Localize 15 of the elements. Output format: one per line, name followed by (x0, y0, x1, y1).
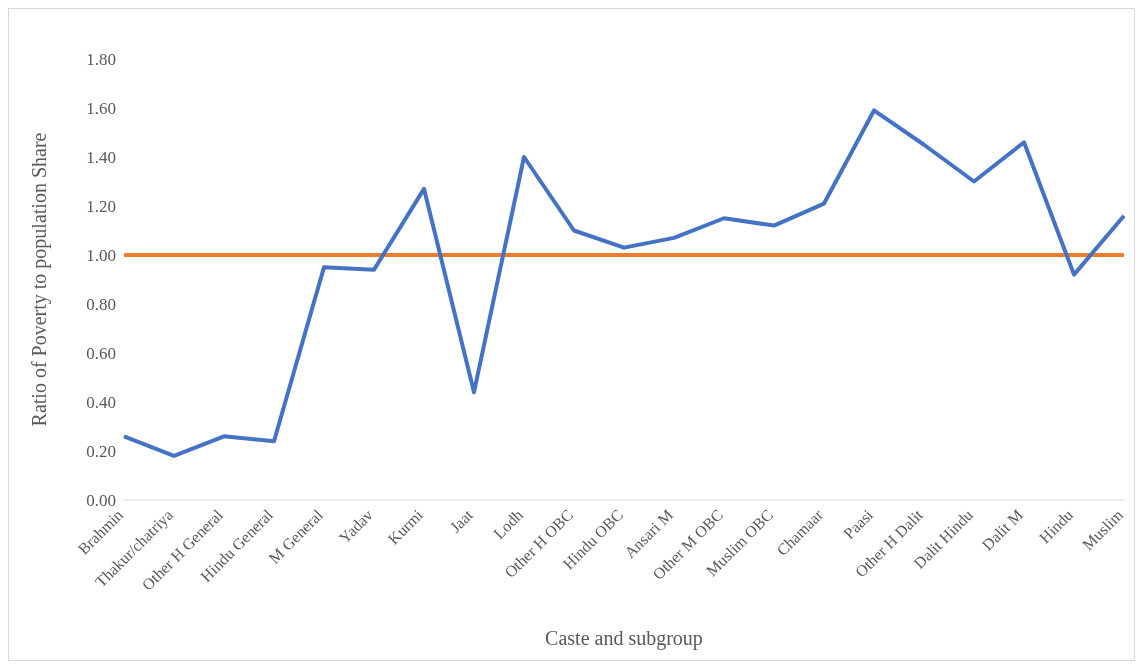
y-tick-label: 1.80 (86, 50, 116, 70)
x-tick-label: Dalit M (978, 506, 1027, 554)
y-tick-label: 0.00 (86, 491, 116, 511)
y-tick-label: 1.40 (86, 148, 116, 168)
y-tick-label: 1.00 (86, 246, 116, 266)
y-tick-label: 0.60 (86, 344, 116, 364)
y-tick-label: 1.60 (86, 99, 116, 119)
x-axis-title: Caste and subgroup (545, 627, 703, 650)
x-tick-label: Jaat (446, 505, 477, 536)
y-tick-label: 1.20 (86, 197, 116, 217)
y-tick-label: 0.80 (86, 295, 116, 315)
y-tick-label: 0.20 (86, 442, 116, 462)
line-series (122, 108, 1126, 458)
y-tick-label: 0.40 (86, 393, 116, 413)
y-axis-title: Ratio of Poverty to population Share (28, 132, 52, 427)
